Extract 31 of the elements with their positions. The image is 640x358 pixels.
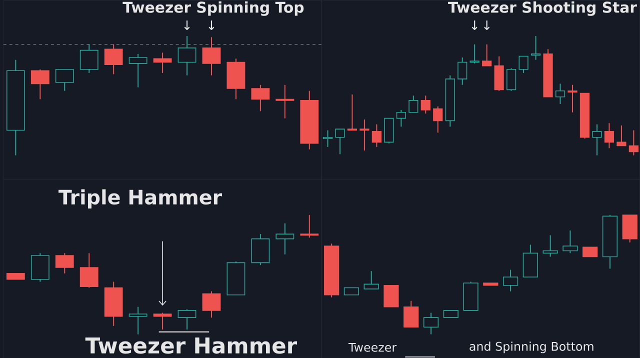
text: ↓ [208,20,214,30]
text: Triple Hammer [58,189,222,208]
candlestick [128,306,148,335]
candlestick [502,269,518,292]
candlestick [322,130,333,148]
candlestick [555,83,566,104]
candlestick [6,59,25,156]
candlestick [360,118,370,151]
text: ↓ [472,20,478,30]
candlestick [530,35,541,60]
candlestick [226,58,246,100]
candlestick [104,281,123,326]
candlestick [276,222,294,255]
candlestick [300,90,319,150]
chart-title: Tweezer Spinning Top [122,1,304,16]
text: Tweezer [348,342,397,352]
text: ↓ [184,20,190,30]
candlestick [153,52,172,74]
candlestick [568,84,578,113]
candlestick [372,124,382,148]
text: and Spinning Bottom [470,341,594,353]
candlestick [604,122,614,148]
candlestick [276,84,294,119]
text: ↓ [484,20,490,30]
text: Tweezer Hammer [85,337,298,354]
candlestick [592,124,602,156]
candlestick [178,35,196,76]
candlestick [628,130,638,156]
chart-title: Tweezer Shooting Star [448,1,637,16]
candlestick [458,56,468,86]
candlestick [202,36,221,76]
